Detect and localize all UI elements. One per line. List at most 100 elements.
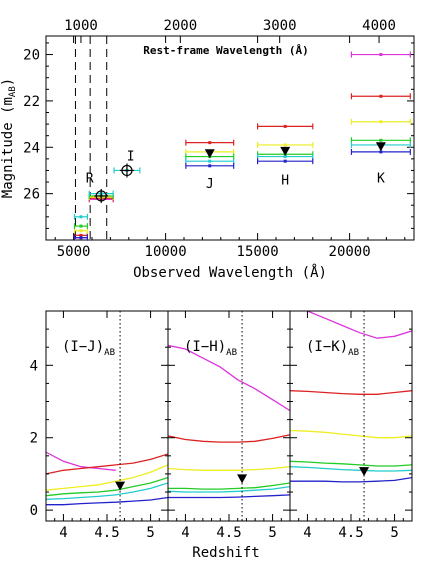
y-tick-label: 0 [30, 503, 38, 519]
color-panel: 4 4.5 5 (I−K)AB [289, 310, 413, 541]
model-point-marker [379, 120, 383, 124]
upper-limit-triangle [375, 142, 386, 152]
color-curve [305, 311, 412, 339]
upper-limit-triangle [204, 149, 215, 159]
color-curve [46, 453, 168, 475]
panel-label-main: (I−H) [184, 339, 226, 355]
y-tick-label: 24 [23, 140, 40, 156]
band-label: K [377, 171, 385, 186]
color-curve [290, 429, 412, 439]
model-point-marker [283, 155, 287, 159]
panel-label-main: (I−K) [306, 339, 348, 355]
top-tick-label: 3000 [263, 18, 297, 34]
color-x-axis-label: Redshift [192, 545, 259, 561]
sed-frame [45, 35, 415, 241]
color-curve [168, 482, 290, 490]
band-label: I [127, 149, 135, 164]
color-curve [46, 476, 168, 497]
model-point-marker [283, 124, 287, 128]
band-label: J [206, 177, 214, 192]
top-tick-label: 2000 [163, 18, 197, 34]
model-point [73, 234, 89, 241]
model-point-marker [79, 229, 83, 233]
color-curve [290, 390, 412, 395]
sed-y-axis-label: Magnitude (mAB) [0, 78, 18, 198]
upper-limit-triangle [359, 467, 370, 477]
top-tick-label: 1000 [64, 18, 98, 34]
model-point [73, 227, 89, 234]
panel-label-sub: AB [348, 348, 359, 358]
y-tick-label: 20 [23, 48, 40, 64]
x-tick-label: 15000 [237, 244, 279, 260]
x-tick-label: 10000 [145, 244, 187, 260]
color-curve [46, 464, 168, 491]
color-curve [290, 466, 412, 472]
band-label: R [86, 171, 94, 186]
x-tick-label: 4 [181, 525, 189, 541]
model-point [257, 141, 314, 148]
x-tick-label: 4.5 [216, 525, 241, 541]
model-point-marker [79, 215, 83, 219]
x-tick-label: 5 [146, 525, 154, 541]
model-point [73, 223, 89, 230]
model-point-marker [79, 224, 83, 228]
model-point-marker [379, 150, 383, 154]
model-point-marker [208, 159, 212, 163]
color-panel: 4 4.5 5 (I−H)AB [167, 310, 291, 541]
color-curve [46, 496, 168, 506]
x-tick-label: 5 [268, 525, 276, 541]
color-curve [46, 482, 168, 500]
x-tick-label: 4.5 [338, 525, 363, 541]
x-tick-label: 5 [390, 525, 398, 541]
panel-label: (I−H)AB [184, 339, 237, 358]
model-point [350, 51, 411, 58]
x-tick-label: 4 [59, 525, 67, 541]
observed-detection [94, 188, 109, 203]
panel-label: (I−J)AB [62, 339, 115, 358]
color-curve [290, 460, 412, 467]
color-curve [168, 494, 290, 499]
color-curve [168, 344, 290, 412]
model-point-marker [379, 53, 383, 57]
model-point-marker [208, 141, 212, 145]
sed-panel: Rest-frame Wavelength (Å) Observed Wavel… [0, 18, 415, 281]
model-point-marker [283, 143, 287, 147]
x-tick-label: 4.5 [94, 525, 119, 541]
x-tick-label: 20000 [329, 244, 371, 260]
y-tick-label: 4 [30, 358, 38, 374]
model-point [257, 158, 314, 165]
x-tick-label: 4 [303, 525, 311, 541]
model-point [350, 93, 411, 100]
color-panel: 4 4.5 5 0 2 4 (I−J)AB [30, 310, 169, 541]
sed-x-axis-label: Observed Wavelength (Å) [133, 264, 327, 281]
upper-limit-triangle [115, 481, 126, 491]
upper-limit-triangle [237, 474, 248, 484]
observed-detection [119, 163, 134, 178]
model-point-marker [79, 236, 83, 240]
color-curve [290, 476, 412, 483]
model-point-marker [379, 138, 383, 142]
panel-label: (I−K)AB [306, 339, 359, 358]
color-curve [46, 451, 116, 471]
model-point [257, 123, 314, 130]
model-point [185, 139, 235, 146]
model-point [350, 148, 411, 155]
model-point [185, 158, 235, 165]
upper-limit-triangle [280, 146, 291, 156]
x-tick-label: 5000 [57, 244, 91, 260]
panel-label-sub: AB [226, 348, 237, 358]
y-tick-label: 2 [30, 431, 38, 447]
top-tick-label: 4000 [362, 18, 396, 34]
band-label: H [281, 174, 289, 189]
model-point-marker [379, 94, 383, 98]
model-point-marker [79, 233, 83, 237]
color-curve [168, 434, 290, 443]
panel-label-sub: AB [104, 348, 115, 358]
model-point [350, 118, 411, 125]
model-point [73, 213, 89, 220]
model-point [185, 162, 235, 169]
model-point-marker [283, 159, 287, 163]
y-tick-label: 26 [23, 187, 40, 203]
